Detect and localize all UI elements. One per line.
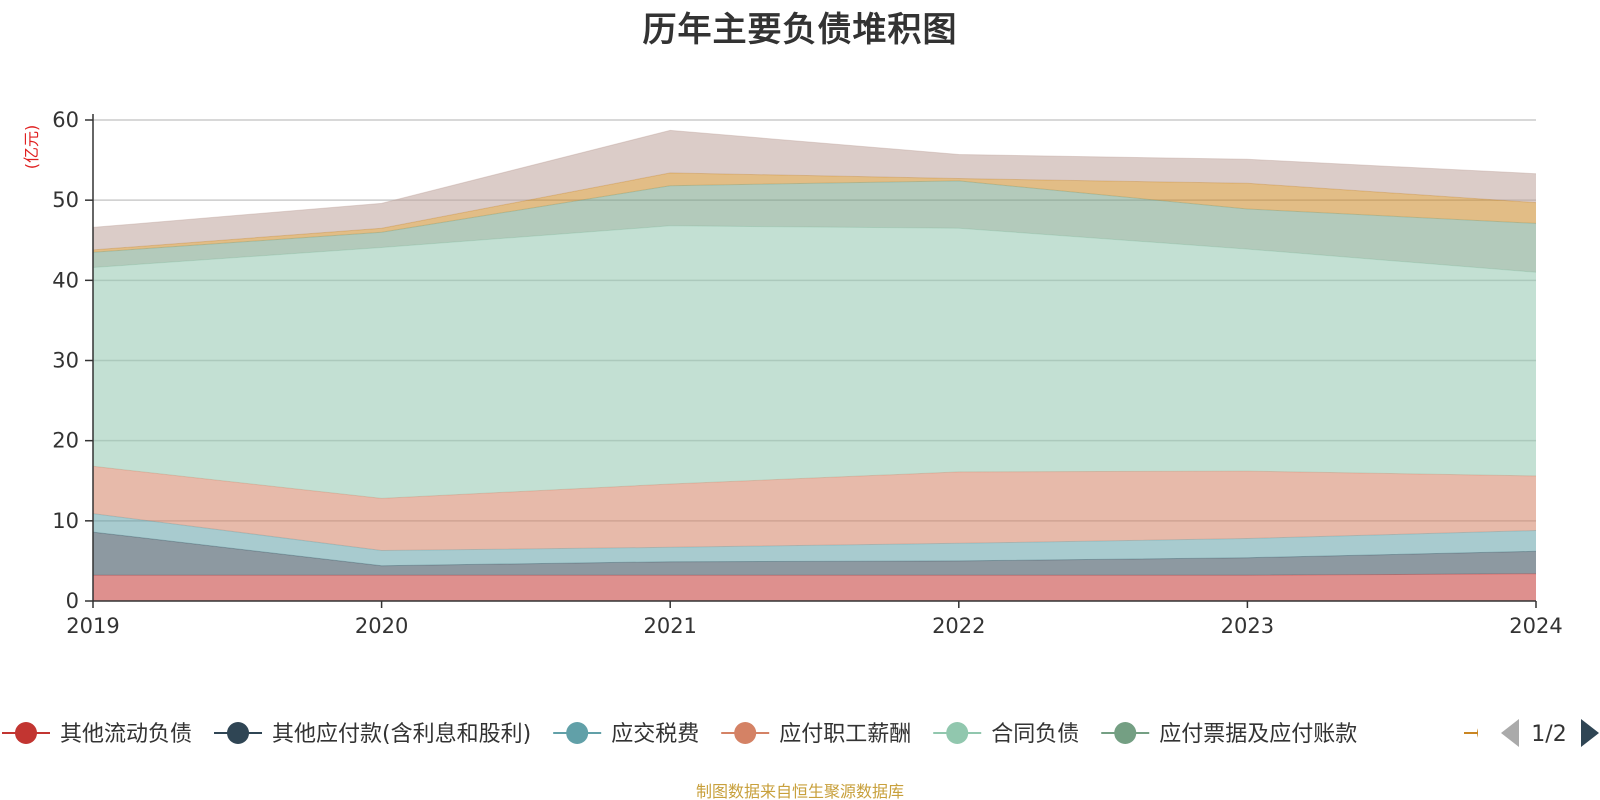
x-tick-label: 2023 xyxy=(1221,614,1274,638)
legend-label: 应付票据及应付账款 xyxy=(1159,722,1357,747)
x-tick-label: 2019 xyxy=(66,614,119,638)
y-tick-label: 10 xyxy=(52,509,79,533)
chart-title: 历年主要负债堆积图 xyxy=(642,10,958,50)
y-tick-label: 30 xyxy=(52,349,79,373)
legend-item[interactable]: 其他应付款(含利息和股利) xyxy=(214,722,531,747)
y-axis-unit-label: (亿元) xyxy=(22,125,41,170)
legend-item[interactable]: 应交税费 xyxy=(553,722,699,747)
y-tick-label: 20 xyxy=(52,429,79,453)
y-tick-label: 40 xyxy=(52,268,79,292)
legend-item[interactable]: 应付票据及应付账款 xyxy=(1101,722,1357,747)
legend-label: 应交税费 xyxy=(611,722,699,747)
area-series-4[interactable] xyxy=(93,225,1536,499)
y-tick-label: 50 xyxy=(52,188,79,212)
legend-page-indicator: 1/2 xyxy=(1531,722,1566,747)
triangle-right-icon[interactable] xyxy=(1581,719,1599,747)
legend-label: 其他应付款(含利息和股利) xyxy=(272,722,531,747)
area-series-6[interactable] xyxy=(93,172,1536,253)
legend-item[interactable]: 应付职工薪酬 xyxy=(721,722,911,747)
x-tick-label: 2024 xyxy=(1509,614,1562,638)
legend-item[interactable]: 其他流动负债 xyxy=(2,722,192,747)
axes: 0 10 20 30 40 50 60 2019 2020 2021 2022 2023 2024 xyxy=(52,108,1562,638)
legend-marker-icon xyxy=(566,722,589,744)
y-tick-label: 60 xyxy=(52,108,79,132)
legend-marker-icon xyxy=(1477,728,1478,738)
area-series-0[interactable] xyxy=(93,573,1536,601)
y-tick-label: 0 xyxy=(66,589,79,613)
area-series xyxy=(92,129,1537,601)
legend-label: 其他流动负债 xyxy=(60,722,192,747)
legend-label: 合同负债 xyxy=(991,722,1079,747)
legend-label: 应付职工薪酬 xyxy=(779,722,911,747)
x-tick-label: 2020 xyxy=(355,614,408,638)
legend-marker-icon xyxy=(1114,722,1137,744)
legend-item[interactable]: 合同负债 xyxy=(933,722,1079,747)
area-series-1[interactable] xyxy=(93,532,1536,576)
area-series-3[interactable] xyxy=(93,466,1536,551)
legend: 其他流动负债 其他应付款(含利息和股利) 应交税费 应付职工薪酬 合同负债 应付票据及应付… xyxy=(2,722,1478,747)
x-tick-label: 2022 xyxy=(932,614,985,638)
legend-marker-icon xyxy=(946,722,969,744)
x-tick-label: 2021 xyxy=(643,614,696,638)
area-series-5[interactable] xyxy=(93,180,1536,273)
legend-pager: 1/2 xyxy=(1501,719,1599,747)
legend-marker-icon xyxy=(15,722,37,744)
legend-item-partial xyxy=(1464,728,1478,738)
triangle-left-icon[interactable] xyxy=(1501,719,1519,747)
area-series-edge-7 xyxy=(92,129,1537,228)
area-series-2[interactable] xyxy=(93,513,1536,566)
legend-marker-icon xyxy=(227,722,250,744)
area-series-7[interactable] xyxy=(93,130,1536,250)
legend-marker-icon xyxy=(734,722,757,744)
source-note: 制图数据来自恒生聚源数据库 xyxy=(695,782,904,800)
